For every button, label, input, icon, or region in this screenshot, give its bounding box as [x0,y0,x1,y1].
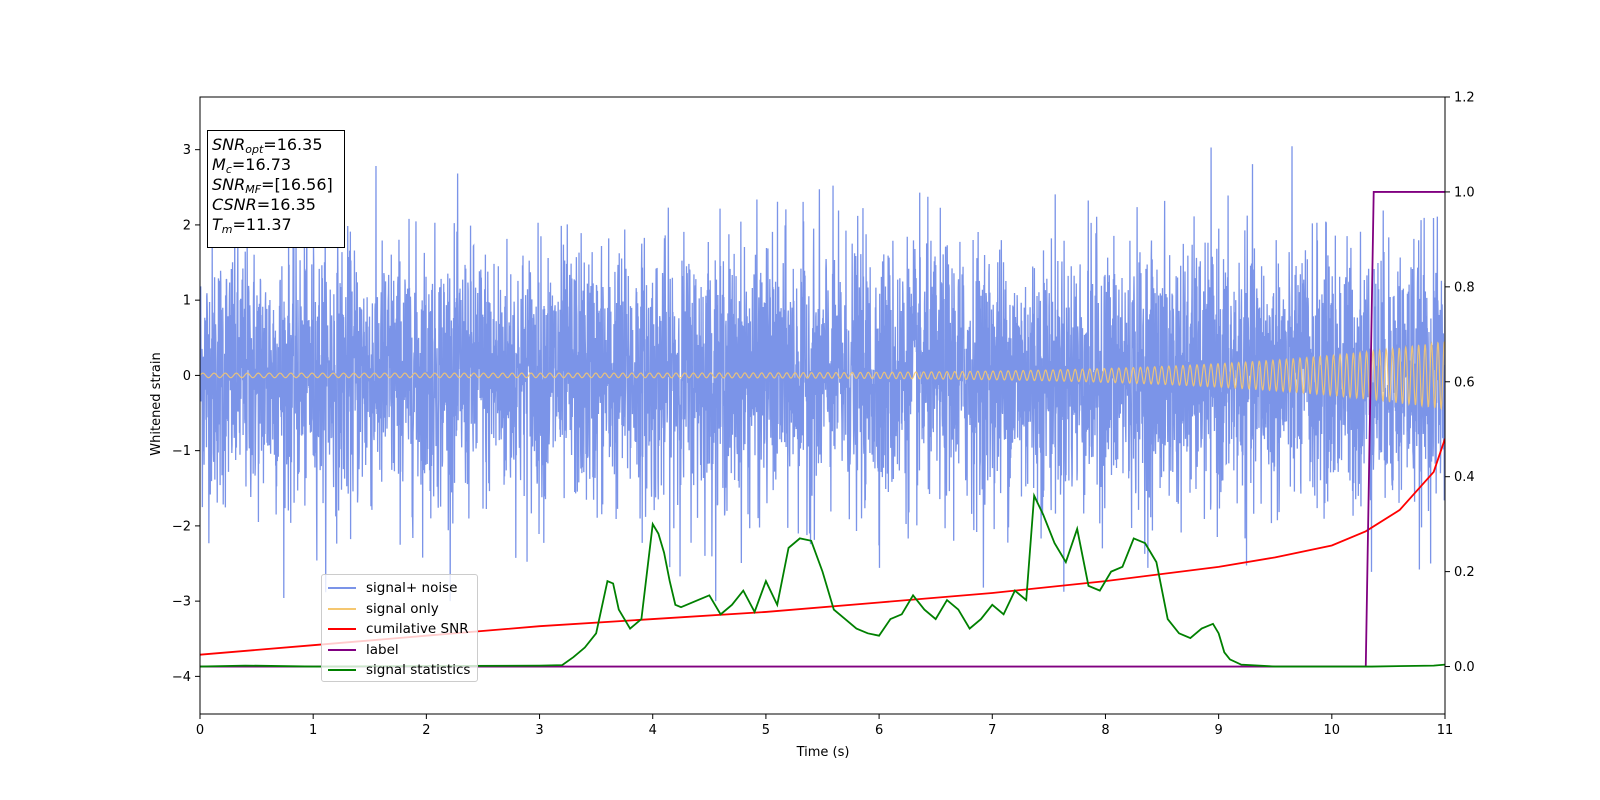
mc-line: Mc=16.73 [212,155,292,176]
x-tick-label: 5 [762,723,770,738]
plot-frame [199,96,1446,715]
axes: 0 1 2 3 4 5 6 7 8 9 10 113210−1−2−3−41.21.00.80.60.… [172,91,1475,739]
y-tick-label: −1 [172,444,191,459]
y-tick-label: −2 [172,519,191,534]
y2-tick-label: 0.8 [1454,280,1475,295]
legend-label: signal+ noise [366,580,458,597]
x-tick-label: 6 [875,723,883,738]
y-tick-label: 2 [183,218,191,233]
legend-item-cumulative-snr: cumilative SNR [328,619,471,640]
x-tick-label: 11 [1437,723,1454,738]
legend-item-signal-statistics: signal statistics [328,660,471,681]
legend-label: signal statistics [366,662,471,679]
x-tick-label: 8 [1101,723,1109,738]
x-tick-label: 3 [535,723,543,738]
x-tick-label: 9 [1214,723,1222,738]
snr-opt-line: SNRopt=16.35 [212,135,323,156]
x-axis-label: Time (s) [796,745,850,760]
series-signal-noise [200,146,1445,602]
y-tick-label: −4 [172,670,191,685]
legend-swatch [328,628,356,631]
x-tick-label: 7 [988,723,996,738]
legend-label: cumilative SNR [366,621,469,638]
csnr-line: CSNR=16.35 [212,195,316,214]
series-group [200,146,1445,668]
legend-item-signal-only: signal only [328,599,471,620]
y2-tick-label: 0.6 [1454,375,1475,390]
annotation-box: SNRopt=16.35 Mc=16.73 SNRMF=[16.56] CSNR… [207,130,345,248]
legend-item-label: label [328,640,471,661]
y-axis-label: Whitened strain [149,352,164,455]
plot-area [200,146,1445,668]
legend-swatch [328,669,356,672]
legend-swatch [328,587,356,590]
series-cumilative-snr [200,438,1445,656]
y2-tick-label: 0.2 [1454,565,1475,580]
tm-line: Tm=11.37 [212,215,292,236]
legend-item-signal-noise: signal+ noise [328,578,471,599]
legend-label: signal only [366,600,439,617]
y2-tick-label: 1.2 [1454,91,1475,106]
y2-tick-label: 0.4 [1454,470,1475,485]
legend: signal+ noise signal only cumilative SNR… [321,574,478,682]
x-tick-label: 4 [649,723,657,738]
x-tick-label: 2 [422,723,430,738]
legend-swatch [328,607,356,610]
x-tick-label: 0 [196,723,204,738]
series-signal-only [200,341,1445,411]
y-tick-label: 1 [183,294,191,309]
x-tick-label: 10 [1324,723,1341,738]
y-tick-label: −3 [172,595,191,610]
x-tick-label: 1 [309,723,317,738]
series-signal-statistics [200,492,1445,668]
y-tick-label: 0 [183,369,191,384]
legend-label: label [366,641,399,658]
y-tick-label: 3 [183,143,191,158]
legend-swatch [328,648,356,651]
y2-tick-label: 0.0 [1454,660,1475,675]
series-label [200,191,1445,668]
y2-tick-label: 1.0 [1454,185,1475,200]
snr-mf-line: SNRMF=[16.56] [212,175,333,196]
